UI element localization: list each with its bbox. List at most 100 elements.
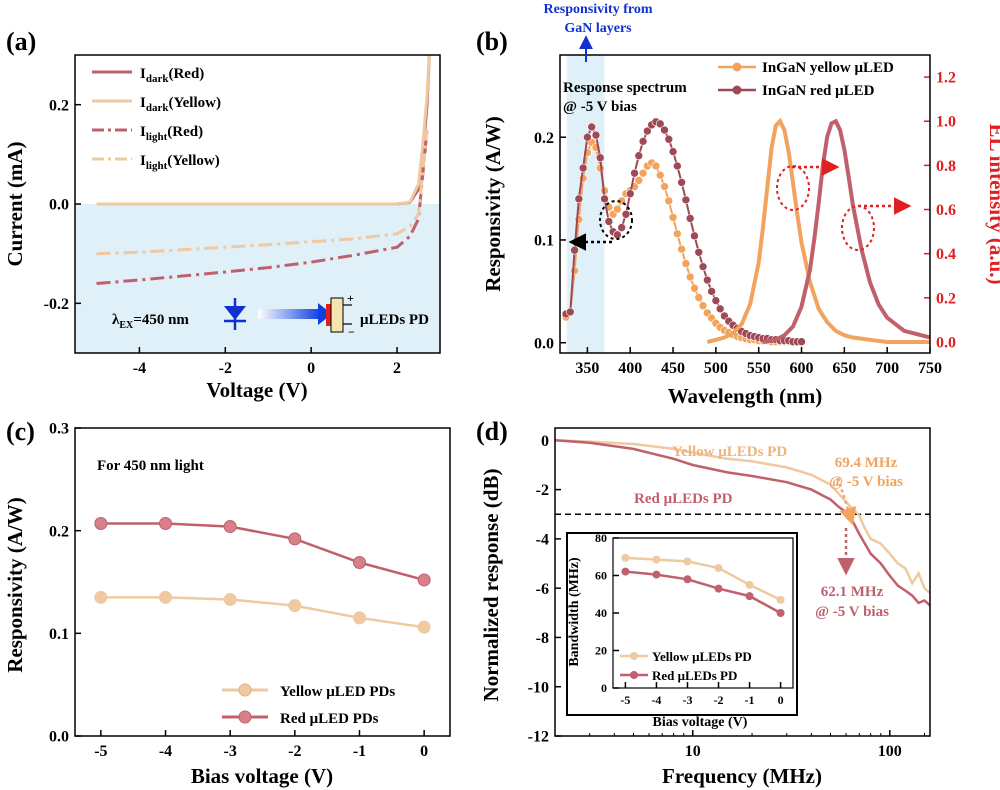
series-red-led-pds-point	[352, 555, 366, 569]
inset-background	[566, 532, 798, 716]
inset-series-red-leds-pd-point	[745, 592, 754, 601]
panel-d-label: (d)	[476, 417, 508, 446]
x-tick-label: 0	[420, 743, 428, 760]
y2-tick-label: 0.4	[936, 246, 956, 263]
inset-ylabel: Bandwidth (MHz)	[567, 557, 582, 667]
series-ingan-red-led-point	[583, 132, 592, 142]
y-tick-label: 0.0	[49, 729, 69, 746]
panel-a-frame	[74, 54, 441, 354]
series-ingan-red-led-point	[685, 214, 695, 223]
series-ingan-red-led-point	[617, 223, 626, 232]
panel-c-ylabel: Responsivity (A/W)	[3, 497, 27, 673]
series-ingan-red-led-point	[578, 163, 588, 173]
x-tick-label: 550	[747, 360, 771, 377]
series-ingan-yellow-led-point	[685, 272, 695, 282]
series-ingan-yellow-led-point	[668, 213, 678, 222]
legend-marker-red-uled	[732, 85, 742, 95]
y-tick-label: 0.3	[49, 421, 69, 438]
x-tick-label: 0	[778, 693, 784, 707]
x-tick-label: -4	[159, 743, 172, 760]
series-ingan-yellow-led-point	[613, 204, 622, 214]
y2-tick-label: 0.6	[936, 202, 956, 219]
panel-a: (a) -4 -2 0 2 -0.2 0.0 0.2 Voltage (V) Current…	[3, 27, 441, 402]
panel-c-annotation: For 450 nm light	[97, 458, 204, 474]
panel-c-legend: Yellow μLED PDs Red μLED PDs	[222, 683, 395, 727]
panel-c-ticks: -5 -4 -3 -2 -1 0 0.0 0.1 0.2 0.3	[49, 421, 428, 760]
x-tick-label: -2	[219, 360, 232, 377]
yellow-bandwidth-bias: @ -5 V bias	[829, 474, 903, 490]
x-tick-label: 0	[307, 360, 315, 377]
y-tick-label: -0.2	[44, 296, 69, 313]
legend-label-ilight-yellow: Ilight(Yellow)	[140, 153, 220, 172]
x-tick-label: -3	[224, 743, 237, 760]
series-idark-yellow-	[96, 55, 431, 206]
illumination-schematic: λEX=450 nm + − μLEDs PD	[112, 291, 429, 339]
inset-series-red-leds-pd-point	[652, 570, 661, 579]
x-tick-label: 400	[618, 360, 642, 377]
series-ingan-red-led-point	[604, 217, 614, 226]
y-tick-label: -10	[528, 679, 549, 696]
x-tick-label: -1	[353, 743, 366, 760]
inset-series-yellow-leds-pd	[625, 556, 782, 602]
inset-legend-marker-red	[630, 671, 638, 679]
panel-d-inset: -5 -4 -3 -2 -1 0 0 20 40 60 80 Bias voltage (V) Ba…	[566, 531, 798, 730]
y-tick-label: 0.1	[534, 233, 554, 250]
series-ilight-red-	[96, 129, 429, 285]
excitation-wavelength-label: λEX=450 nm	[112, 312, 189, 331]
series-ingan-red-led-point	[565, 307, 575, 317]
series-ingan-yellow-led-point	[660, 182, 669, 191]
series-ingan-red-led-point	[634, 151, 644, 161]
panel-a-label: (a)	[6, 27, 36, 56]
legend-label-red-uled: InGaN red μLED	[762, 83, 875, 99]
series-ingan-red-led-point	[711, 296, 721, 305]
series-ingan-yellow-led-point	[651, 161, 661, 171]
y-tick-label: -6	[536, 581, 549, 598]
panel-a-ylabel: Current (mA)	[3, 141, 27, 266]
y-tick-label: 80	[595, 531, 607, 545]
panel-c-series	[94, 516, 431, 634]
y-tick-label: 0.2	[49, 523, 69, 540]
photodiode-symbol-icon	[224, 298, 246, 330]
response-spectrum-line1: Response spectrum	[563, 80, 687, 96]
series-ingan-red-led-point	[600, 194, 609, 204]
x-tick-label: 650	[832, 360, 856, 377]
y-tick-label: -4	[536, 531, 549, 548]
x-tick-label: 10	[685, 743, 701, 760]
panel-d-ylabel: Normalized response (dB)	[479, 469, 503, 702]
series-ingan-yellow-led-point	[655, 170, 665, 180]
inset-series-yellow-leds-pd-point	[745, 580, 754, 589]
red-bandwidth-bias: @ -5 V bias	[815, 604, 889, 620]
dip-circle-icon	[599, 200, 633, 240]
legend-label-yellow-pds: Yellow μLED PDs	[280, 684, 395, 700]
series-ingan-red-led-point	[715, 304, 725, 314]
panel-d-xlabel: Frequency (MHz)	[662, 764, 822, 788]
panel-b-frame	[559, 54, 931, 354]
y-tick-label: 0	[601, 681, 607, 695]
series-ingan-red-led-point	[655, 119, 665, 129]
inset-series-red-leds-pd	[625, 570, 782, 615]
series-yellow-led-pds	[100, 596, 425, 629]
panel-b-ylabel: Responsivity (A/W)	[481, 116, 505, 292]
yellow-bandwidth-value: 69.4 MHz	[835, 455, 898, 471]
y-tick-label: 40	[595, 606, 607, 620]
series-ingan-yellow-led-point	[681, 259, 691, 268]
light-beam-arrow-icon	[258, 309, 320, 319]
series-ingan-yellow-led-point	[677, 244, 686, 254]
panel-d-frame	[554, 427, 931, 737]
y-tick-label: -8	[536, 630, 549, 647]
series-ingan-red-led-point	[664, 134, 674, 144]
inset-legend-marker-yellow	[630, 652, 638, 660]
series-yellow-led-pds-point	[288, 599, 302, 613]
series-yellow-led-pds-point	[352, 611, 366, 625]
red-bandwidth-value: 62.1 MHz	[821, 584, 884, 600]
series-ingan-red-led-point	[673, 161, 682, 171]
negative-current-shade	[75, 204, 440, 353]
inset-series-red-leds-pd-point	[776, 609, 785, 617]
panel-c: (c) -5 -4 -3 -2 -1 0 0.0 0.1 0.2 0.3 Bias voltage…	[3, 417, 451, 788]
panel-a-legend: Idark(Red) Idark(Yellow) Ilight(Red) Ili…	[92, 66, 221, 172]
series-red-led-pds-point	[159, 516, 173, 530]
series-yellow-led-pds-point	[417, 620, 431, 634]
red-curve-label: Red μLEDs PD	[634, 491, 733, 507]
series-red-led-pds-point	[223, 520, 237, 534]
inset-series-red-leds-pd-point	[683, 575, 692, 584]
